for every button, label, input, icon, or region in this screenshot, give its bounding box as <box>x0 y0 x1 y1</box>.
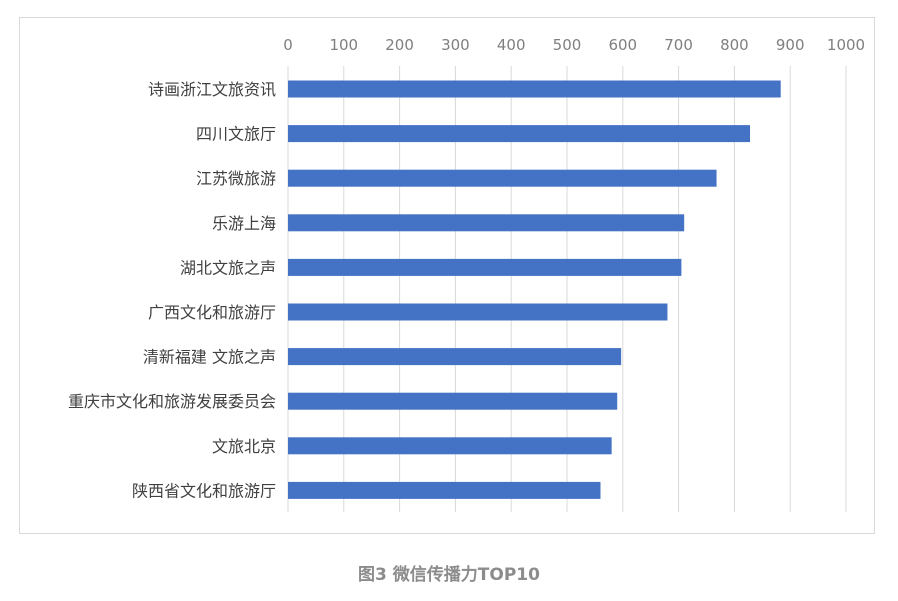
category-label: 四川文旅厅 <box>196 125 276 144</box>
bar <box>288 303 668 321</box>
bar <box>288 481 601 499</box>
category-label: 清新福建 文旅之声 <box>143 348 276 367</box>
bar <box>288 125 751 143</box>
category-labels: 诗画浙江文旅资讯四川文旅厅江苏微旅游乐游上海湖北文旅之声广西文化和旅游厅清新福建… <box>68 80 276 500</box>
bar <box>288 392 618 410</box>
category-label: 文旅北京 <box>212 437 276 456</box>
x-tick-label: 900 <box>776 36 805 54</box>
bar <box>288 258 682 276</box>
bar <box>288 214 685 232</box>
bar-chart: 0 100 200 300 400 500 600 700 800 900 1000 诗画浙江文旅资… <box>68 36 865 512</box>
category-label: 乐游上海 <box>212 214 276 233</box>
x-tick-label: 200 <box>385 36 414 54</box>
category-label: 诗画浙江文旅资讯 <box>148 80 276 99</box>
x-tick-label: 600 <box>608 36 637 54</box>
x-tick-label: 100 <box>329 36 358 54</box>
x-axis-ticks: 0 100 200 300 400 500 600 700 800 900 1000 <box>283 36 865 54</box>
category-label: 湖北文旅之声 <box>180 258 276 277</box>
x-tick-label: 400 <box>497 36 526 54</box>
bar <box>288 169 717 187</box>
x-tick-label: 700 <box>664 36 693 54</box>
x-tick-label: 1000 <box>827 36 865 54</box>
bars <box>288 80 781 499</box>
bar <box>288 348 622 366</box>
x-tick-label: 500 <box>553 36 582 54</box>
x-tick-label: 0 <box>283 36 293 54</box>
x-tick-label: 300 <box>441 36 470 54</box>
category-label: 广西文化和旅游厅 <box>148 303 276 322</box>
category-label: 陕西省文化和旅游厅 <box>132 481 276 500</box>
figure-caption: 图3 微信传播力TOP10 <box>358 565 540 585</box>
x-tick-label: 800 <box>720 36 749 54</box>
bar <box>288 437 612 455</box>
category-label: 江苏微旅游 <box>196 169 276 188</box>
category-label: 重庆市文化和旅游发展委员会 <box>68 392 276 411</box>
bar <box>288 80 781 98</box>
